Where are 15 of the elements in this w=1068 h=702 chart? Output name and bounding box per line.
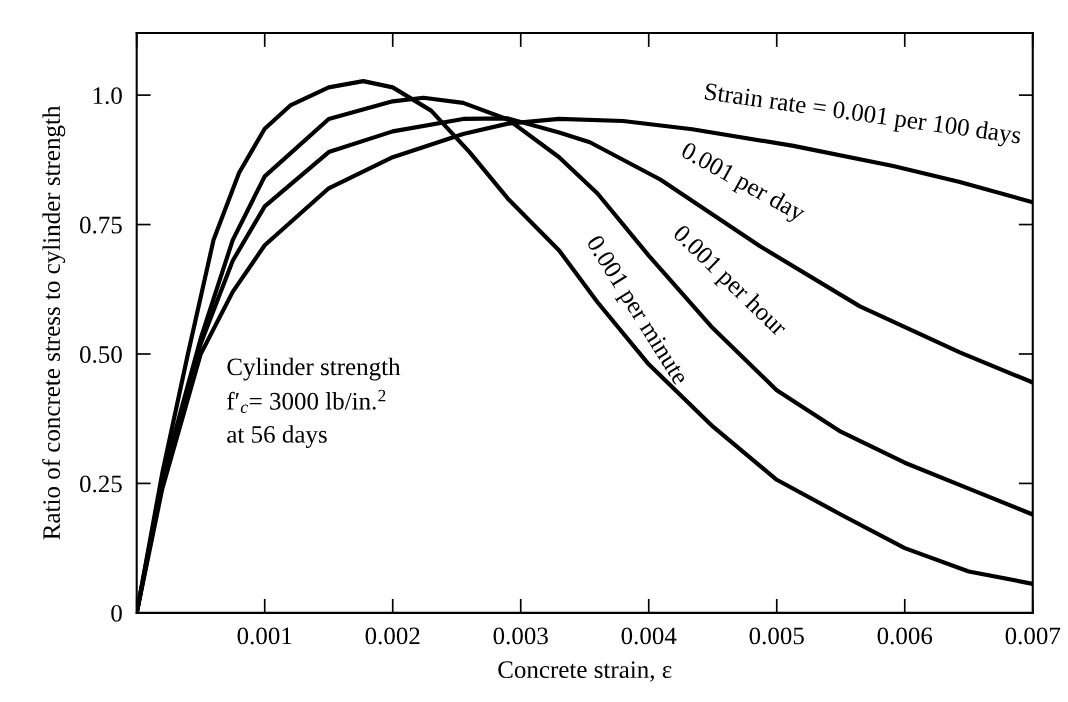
- x-tick-label: 0.001: [237, 627, 292, 645]
- x-tick-label: 0.004: [621, 627, 677, 645]
- y-tick-label: 0.25: [80, 475, 122, 493]
- x-axis-title: Concrete strain, ε: [498, 661, 672, 682]
- text: Cylinder strength f′$_{c}$= 3000 lb/in.$^{2}$ at 56 days: [227, 357, 401, 449]
- x-tick-label: 0.003: [493, 627, 548, 645]
- x-tick-label: 0.006: [877, 627, 933, 645]
- x-tick-label: 0.002: [365, 627, 420, 645]
- y-tick-label: 0.50: [80, 346, 122, 364]
- x-tick-label: 0.005: [749, 627, 804, 645]
- y-tick-label: 0.75: [80, 216, 122, 234]
- y-axis-title: Ratio of concrete stress to cylinder strength: [42, 105, 66, 540]
- y-tick-label: 0: [111, 604, 122, 622]
- y-tick-label: 1.0: [93, 87, 122, 105]
- x-tick-label: 0.007: [1005, 627, 1061, 645]
